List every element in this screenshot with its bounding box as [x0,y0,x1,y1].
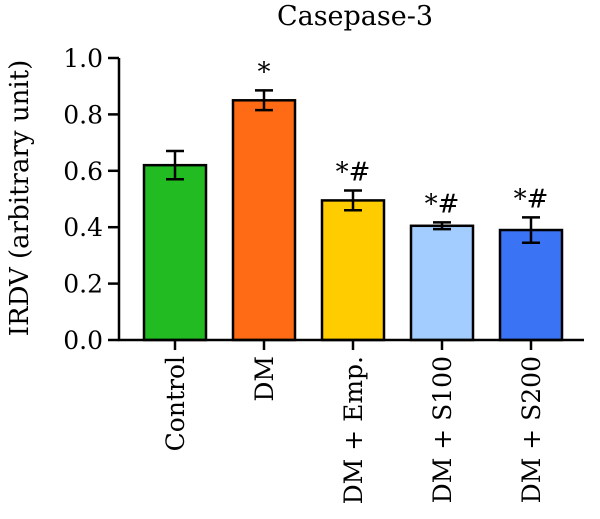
error-bar [255,89,273,112]
significance-label: *# [336,158,371,188]
bars: * *# *# *# [142,57,564,342]
x-tick-label: Control [161,356,190,451]
error-bar [166,149,184,181]
x-tick-label: DM + S100 [428,356,457,503]
y-tick-label: 0.8 [63,100,103,129]
significance-label: * [258,57,271,87]
bar [409,224,475,342]
bar [231,99,297,342]
x-axis-labels: Control DM DM + Emp. DM + S100 DM + S200 [161,340,546,504]
y-tick-label: 0.0 [63,326,103,355]
error-bar [344,189,362,212]
significance-label: *# [514,184,549,214]
y-tick-label: 1.0 [63,44,103,73]
y-tick-label: 0.6 [63,157,103,186]
y-axis: 0.0 0.2 0.4 0.6 0.8 1.0 [63,44,119,355]
bar [142,163,208,342]
y-axis-label: IRDV (arbitrary unit) [5,60,35,336]
bar [498,228,564,342]
y-tick-label: 0.4 [63,213,103,242]
bar [320,199,386,342]
y-tick-label: 0.2 [63,270,103,299]
error-bar [522,216,540,244]
x-tick-label: DM + S200 [517,356,546,503]
x-tick-label: DM [250,356,279,402]
significance-label: *# [425,189,460,219]
error-bar [433,221,451,231]
chart-title: Casepase-3 [277,1,433,32]
x-tick-label: DM + Emp. [339,356,368,504]
